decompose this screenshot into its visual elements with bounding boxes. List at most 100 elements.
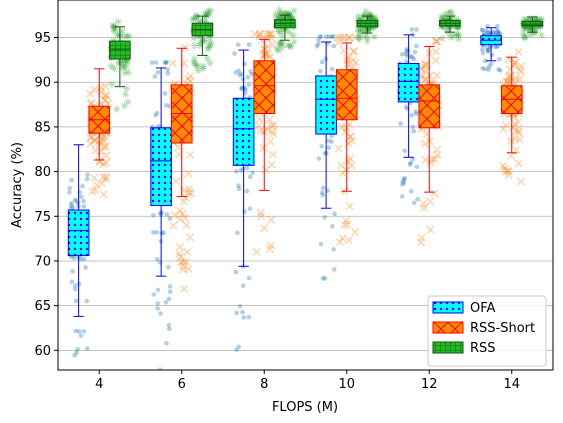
- rss-short-sample-point: [504, 170, 513, 179]
- ofa-sample-point: [240, 309, 245, 315]
- rss-sample-point: [354, 12, 362, 20]
- rss-short-sample-point: [179, 197, 188, 206]
- rss-short-sample-point: [349, 47, 358, 56]
- rss-short-sample-point: [168, 59, 177, 68]
- rss-short-sample-point: [91, 146, 100, 155]
- rss-sample-point: [122, 56, 130, 64]
- rss-sample-point: [202, 10, 210, 18]
- ofa-box-body: [150, 127, 172, 207]
- rss-short-sample-point: [184, 265, 193, 274]
- ofa-sample-point: [165, 71, 171, 76]
- ofa-sample-point: [495, 23, 500, 29]
- rss-short-sample-point: [343, 60, 352, 69]
- rss-sample-point: [364, 24, 372, 32]
- rss-sample-point: [355, 16, 363, 24]
- plot-frame: [57, 0, 554, 371]
- ofa-sample-point: [155, 301, 160, 306]
- ofa-sample-point: [156, 123, 161, 129]
- ofa-sample-point: [162, 91, 168, 96]
- ofa-sample-point: [83, 265, 88, 270]
- ofa-sample-point: [491, 30, 497, 35]
- ofa-sample-point: [330, 34, 335, 39]
- rss-sample-point: [206, 59, 214, 67]
- rss-sample-point: [114, 17, 122, 25]
- rss-short-sample-point: [185, 233, 194, 242]
- rss-short-sample-point: [506, 136, 515, 145]
- ofa-sample-point: [159, 209, 164, 215]
- rss-short-sample-point: [347, 136, 356, 145]
- rss-sample-point: [454, 31, 462, 39]
- ofa-sample-point: [157, 367, 163, 370]
- rss-sample-point: [287, 15, 295, 23]
- rss-short-sample-point: [183, 247, 192, 256]
- rss-sample-point: [207, 7, 215, 15]
- rss-sample-point: [119, 59, 127, 67]
- ofa-sample-point: [234, 310, 239, 316]
- rss-sample-point: [276, 13, 284, 21]
- rss-sample-point: [520, 24, 528, 32]
- rss-sample-point: [278, 43, 286, 51]
- ofa-box: [67, 144, 90, 317]
- rss-sample-point: [519, 29, 527, 37]
- rss-short-sample-point: [426, 158, 435, 167]
- rss-short-sample-point: [266, 245, 275, 254]
- rss-short-sample-point: [265, 115, 274, 124]
- rss-short-sample-point: [506, 78, 515, 87]
- rss-sample-point: [114, 31, 122, 39]
- rss-short-sample-point: [99, 160, 108, 169]
- y-tick-label: 95: [34, 31, 51, 46]
- rss-sample-point: [445, 30, 453, 38]
- rss-sample-point: [192, 62, 200, 70]
- rss-sample-point: [371, 14, 379, 22]
- rss-short-sample-point: [184, 169, 193, 178]
- ofa-sample-point: [233, 70, 239, 75]
- rss-short-sample-point: [344, 157, 353, 166]
- ofa-sample-point: [326, 145, 332, 151]
- x-tick-label: 14: [503, 377, 520, 392]
- rss-sample-point: [447, 8, 455, 16]
- ofa-sample-point: [78, 333, 84, 338]
- rss-sample-point: [450, 13, 458, 21]
- rss-short-sample-point: [180, 284, 189, 293]
- rss-sample-point: [190, 55, 198, 63]
- rss-sample-point: [124, 68, 132, 76]
- rss-sample-point: [440, 12, 448, 20]
- rss-sample-point: [523, 16, 531, 24]
- rss-sample-point: [107, 62, 115, 70]
- ofa-sample-point: [495, 27, 500, 33]
- ofa-sample-point: [234, 347, 239, 353]
- y-axis-label: Accuracy (%): [10, 142, 25, 228]
- rss-short-sample-point: [421, 59, 430, 68]
- rss-sample-point: [273, 45, 281, 53]
- rss-short-sample-point: [510, 119, 519, 128]
- ofa-sample-point: [318, 241, 324, 247]
- rss-short-sample-point: [256, 208, 265, 217]
- rss-short-sample-point: [265, 29, 274, 38]
- rss-sample-point: [122, 84, 130, 92]
- ofa-sample-point: [411, 56, 417, 62]
- ofa-sample-point: [318, 68, 323, 74]
- rss-sample-point: [125, 32, 133, 40]
- rss-sample-point: [537, 22, 545, 30]
- rss-box: [356, 15, 379, 34]
- rss-sample-point: [285, 10, 293, 18]
- rss-short-sample-point: [86, 139, 95, 148]
- rss-short-sample-point: [422, 66, 431, 75]
- rss-sample-point: [454, 23, 462, 31]
- rss-sample-point: [533, 15, 541, 23]
- ofa-sample-point: [480, 66, 485, 71]
- rss-sample-point: [284, 41, 292, 49]
- ofa-sample-point: [400, 178, 406, 184]
- rss-sample-point: [111, 25, 119, 33]
- rss-short-sample-point: [507, 71, 516, 80]
- rss-short-sample-point: [262, 29, 271, 38]
- rss-sample-point: [356, 26, 364, 34]
- ofa-sample-point: [414, 43, 419, 49]
- rss-short-sample-point: [338, 234, 347, 243]
- rss-short-sample-point: [343, 53, 352, 62]
- rss-sample-point: [285, 12, 293, 20]
- ofa-sample-point: [72, 197, 78, 203]
- rss-sample-point: [354, 27, 362, 35]
- rss-sample-point: [204, 45, 212, 53]
- rss-sample-point: [364, 26, 372, 34]
